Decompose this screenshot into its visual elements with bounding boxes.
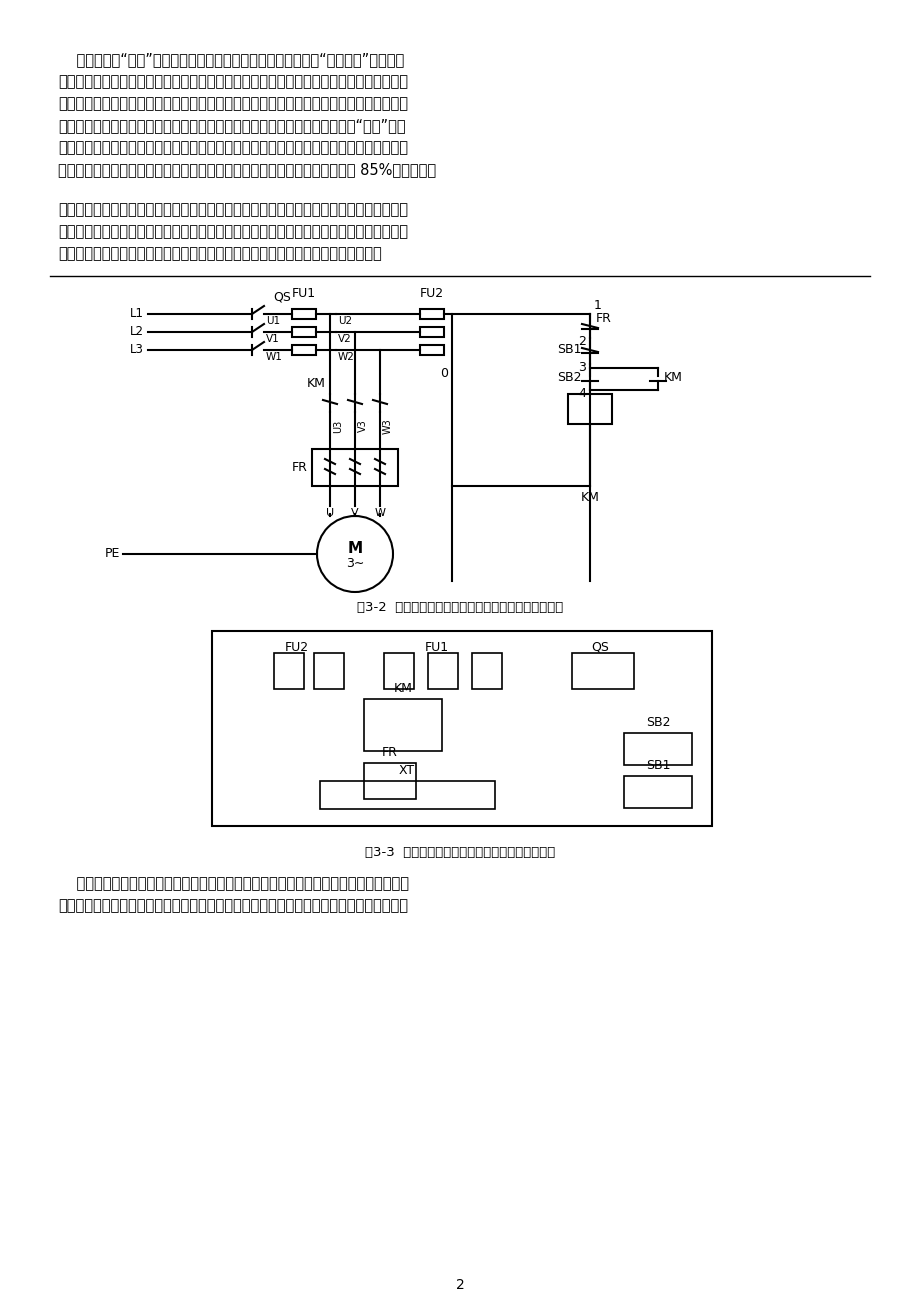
Bar xyxy=(313,654,344,689)
Text: 电动机接通电源但不转动）的现象，以致损坏电动机。采用接触器自锁正转控制线路就可避: 电动机接通电源但不转动）的现象，以致损坏电动机。采用接触器自锁正转控制线路就可避 xyxy=(58,141,407,155)
Text: FR: FR xyxy=(381,746,398,759)
Bar xyxy=(427,654,458,689)
Text: PE: PE xyxy=(105,548,119,560)
Bar xyxy=(291,309,315,319)
Text: 接触器线圈两端的电压也同样下降到一定値，从而使接触器线圈磁通减弱，产生的电磁吸力: 接触器线圈两端的电压也同样下降到一定値，从而使接触器线圈磁通减弱，产生的电磁吸力 xyxy=(58,202,407,217)
Text: 0: 0 xyxy=(439,367,448,380)
Bar xyxy=(364,763,415,799)
Text: V1: V1 xyxy=(266,335,279,344)
Bar xyxy=(291,345,315,355)
Text: 2: 2 xyxy=(577,336,585,349)
Text: 失压保护：失压保护是指电动机在正常运行中，由于外界某中原因引起突然断电时，能: 失压保护：失压保护是指电动机在正常运行中，由于外界某中原因引起突然断电时，能 xyxy=(58,876,409,891)
Text: 欠压保护：“欠压”是指线路电压低于电动机应加的额定电压。“欠压保护”是指当线: 欠压保护：“欠压”是指线路电压低于电动机应加的额定电压。“欠压保护”是指当线 xyxy=(58,52,403,66)
Text: V: V xyxy=(351,508,358,518)
Text: FU1: FU1 xyxy=(425,641,448,654)
Text: U1: U1 xyxy=(266,316,279,326)
Text: SB1: SB1 xyxy=(557,344,582,357)
Text: KM: KM xyxy=(580,491,599,504)
Text: FU2: FU2 xyxy=(285,641,309,654)
Text: 自动切断电动机电源。当重新供电时，保证电动机不能自行启动，避免造成设备和人身伤亡: 自动切断电动机电源。当重新供电时，保证电动机不能自行启动，避免造成设备和人身伤亡 xyxy=(58,898,407,913)
Text: L3: L3 xyxy=(130,344,144,357)
Bar xyxy=(312,449,398,486)
Bar xyxy=(291,327,315,337)
Text: KM: KM xyxy=(307,378,325,391)
Bar xyxy=(420,345,444,355)
Text: SB1: SB1 xyxy=(645,759,670,772)
Text: 图3-2  三相异步电动机的自锁正转控制线路电气原理图: 图3-2 三相异步电动机的自锁正转控制线路电气原理图 xyxy=(357,602,562,615)
Text: U3: U3 xyxy=(333,419,343,432)
Bar xyxy=(383,654,414,689)
Bar xyxy=(320,781,494,809)
Bar xyxy=(623,733,691,766)
Text: 1: 1 xyxy=(594,299,601,312)
Bar xyxy=(623,776,691,809)
Text: L2: L2 xyxy=(130,326,144,339)
Text: FU2: FU2 xyxy=(419,286,444,299)
Text: 使电动机的工作电流增大，影响电动机的正常运行，电压下降严重时还会引起“堵转”（即: 使电动机的工作电流增大，影响电动机的正常运行，电压下降严重时还会引起“堵转”（即 xyxy=(58,118,405,133)
Text: U2: U2 xyxy=(337,316,352,326)
Text: SB2: SB2 xyxy=(557,371,582,384)
Text: M: M xyxy=(347,542,362,556)
Bar xyxy=(420,327,444,337)
Text: V3: V3 xyxy=(357,419,368,432)
Text: 3∼: 3∼ xyxy=(346,557,364,570)
Bar xyxy=(567,395,611,424)
Text: 头同时断开，自动切断主电路和控制电路，电动机失电停转，达到欠压保护的目的。: 头同时断开，自动切断主电路和控制电路，电动机失电停转，达到欠压保护的目的。 xyxy=(58,246,381,260)
Text: 图3-3  三相异步电动机正转控制线路的电器布置图: 图3-3 三相异步电动机正转控制线路的电器布置图 xyxy=(365,846,554,859)
Text: 2: 2 xyxy=(455,1279,464,1292)
Text: FU1: FU1 xyxy=(291,286,316,299)
Bar xyxy=(364,699,441,751)
Text: L1: L1 xyxy=(130,307,144,320)
Text: XT: XT xyxy=(399,764,414,777)
Text: SB2: SB2 xyxy=(645,716,670,729)
Bar xyxy=(211,631,711,825)
Text: 3: 3 xyxy=(577,362,585,375)
Bar xyxy=(572,654,633,689)
Circle shape xyxy=(317,516,392,592)
Text: KM: KM xyxy=(393,682,412,695)
Text: W: W xyxy=(374,508,385,518)
Text: U: U xyxy=(325,508,334,518)
Text: 减小。当电磁吸力减小到小于反作用弹簧的拉力时，动铁心被迫释放，带动主触头、自锁触: 减小。当电磁吸力减小到小于反作用弹簧的拉力时，动铁心被迫释放，带动主触头、自锁触 xyxy=(58,224,407,240)
Text: W3: W3 xyxy=(382,418,392,434)
Text: W1: W1 xyxy=(266,352,282,362)
Text: FR: FR xyxy=(596,312,611,326)
Text: QS: QS xyxy=(590,641,608,654)
Text: 种保护。因为当线路电压下降时，电动机的转矩随之减小，电动机的转速也随之降低，从而: 种保护。因为当线路电压下降时，电动机的转矩随之减小，电动机的转速也随之降低，从而 xyxy=(58,96,407,111)
Bar xyxy=(471,654,502,689)
Text: 免电动机欠压运行，这是因为当线路电压下降到一定値（一般指低于额定电压 85%以下）时，: 免电动机欠压运行，这是因为当线路电压下降到一定値（一般指低于额定电压 85%以下… xyxy=(58,161,436,177)
Bar xyxy=(274,654,303,689)
Text: V2: V2 xyxy=(337,335,351,344)
Text: FR: FR xyxy=(292,461,308,474)
Text: KM: KM xyxy=(664,371,682,384)
Text: W2: W2 xyxy=(337,352,355,362)
Text: 4: 4 xyxy=(577,388,585,401)
Text: QS: QS xyxy=(273,292,290,303)
Text: 路电压下降到某一数値时，电动机能自动脱离电源电压停转，避免电动机在欠压下运行的一: 路电压下降到某一数値时，电动机能自动脱离电源电压停转，避免电动机在欠压下运行的一 xyxy=(58,74,407,89)
Bar xyxy=(420,309,444,319)
